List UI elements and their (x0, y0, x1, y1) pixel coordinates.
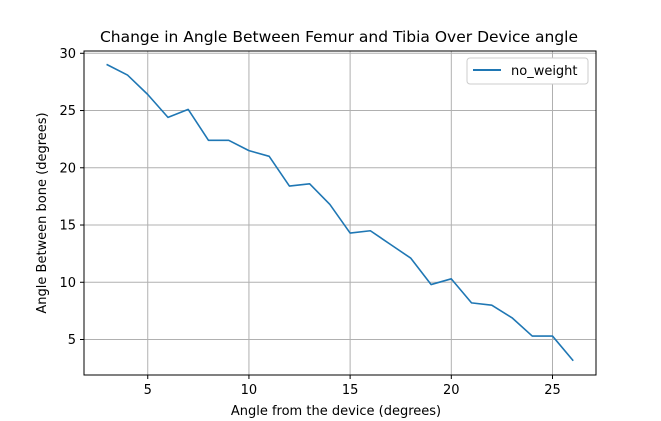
y-tick-label-25: 25 (59, 104, 76, 119)
y-axis-title: Angle Between bone (degrees) (35, 112, 50, 313)
legend-label-no-weight: no_weight (511, 64, 578, 79)
y-tick-label-20: 20 (59, 161, 76, 176)
chart-title: Change in Angle Between Femur and Tibia … (100, 28, 578, 46)
y-tick-label-30: 30 (59, 47, 76, 62)
series-layer (106, 63, 574, 362)
y-tick-label-10: 10 (59, 276, 76, 291)
axis-ticks: 5 10 15 20 25 5 10 15 20 25 30 (59, 47, 560, 398)
grid (84, 51, 596, 375)
y-tick-label-5: 5 (68, 333, 76, 348)
x-axis-title: Angle from the device (degrees) (231, 404, 441, 419)
plot-area-frame (83, 50, 597, 376)
x-tick-label-15: 15 (342, 383, 359, 398)
x-tick-label-10: 10 (241, 383, 258, 398)
x-tick-label-25: 25 (544, 383, 561, 398)
legend: no_weight (466, 57, 589, 85)
y-tick-label-15: 15 (59, 219, 76, 234)
series-line-no-weight (106, 63, 574, 362)
x-tick-label-5: 5 (144, 383, 152, 398)
legend-box (466, 57, 589, 85)
x-tick-label-20: 20 (443, 383, 460, 398)
